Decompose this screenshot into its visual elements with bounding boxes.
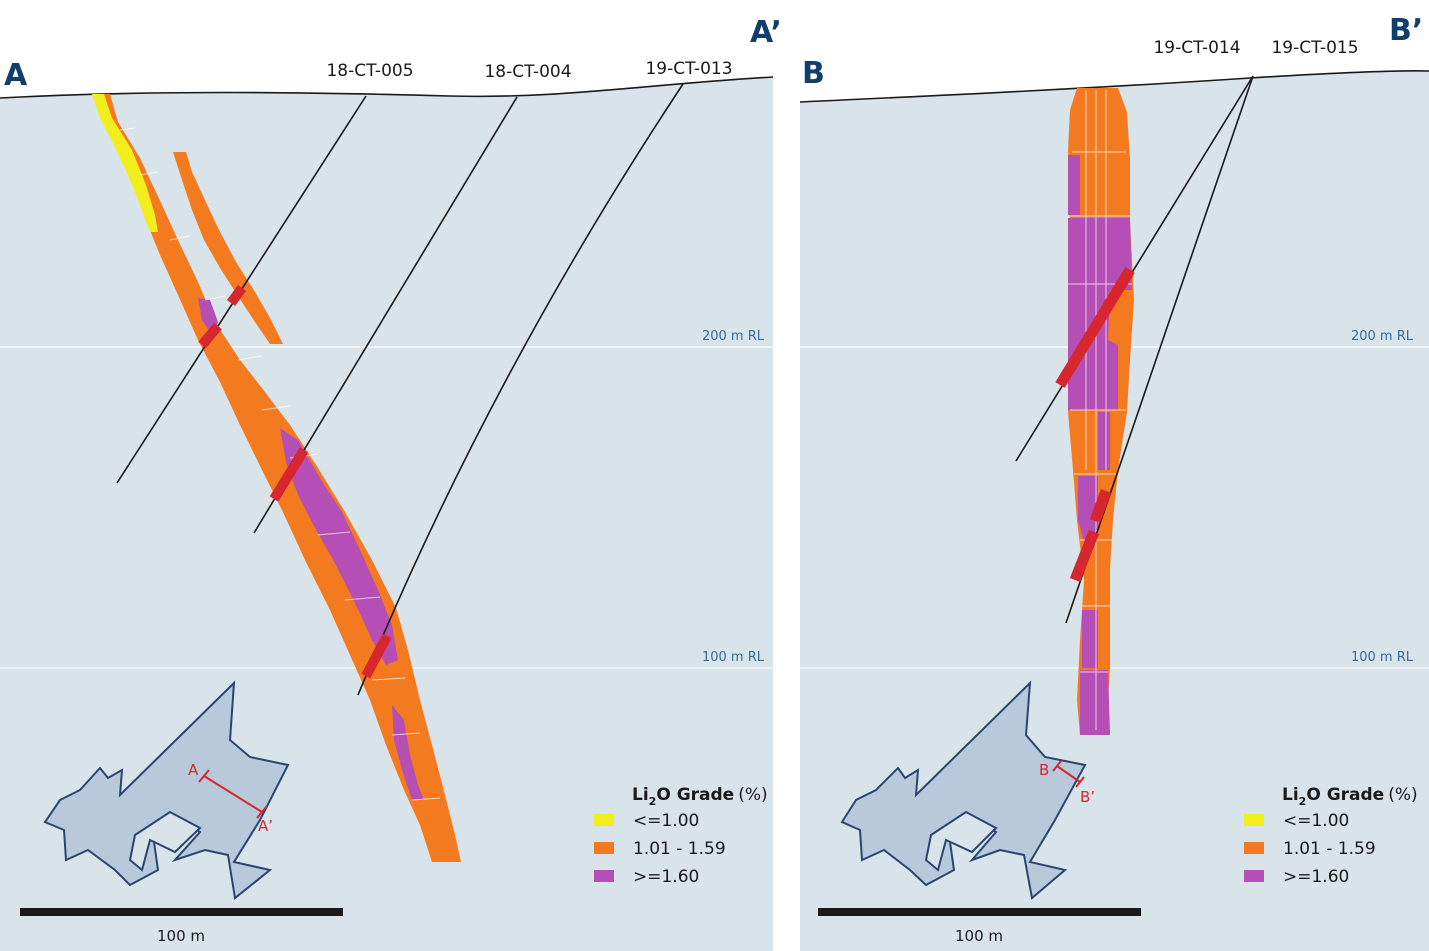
hole-label-18-ct-004: 18-CT-004 (484, 62, 571, 82)
legend-title-sub-b: 2 (1299, 795, 1307, 808)
high-grade-zone-2 (280, 428, 398, 665)
drill-traces-b (1015, 75, 1254, 624)
scale-label-a: 100 m (157, 927, 205, 945)
legend-swatch-magenta-a (594, 870, 614, 882)
scale-bar-b (818, 908, 1141, 916)
legend-a: Li2O Grade (%) <=1.00 1.01 - 1.59 >=1.60 (594, 785, 768, 887)
drill-trace-19-ct-013 (357, 83, 684, 696)
legend-title-prefix-b: Li (1282, 785, 1299, 805)
hole-label-19-ct-014: 19-CT-014 (1153, 38, 1240, 58)
intercept-005-upper (226, 285, 247, 306)
legend-title-unit-b: (%) (1388, 785, 1417, 805)
main-lens-yellow (92, 94, 158, 232)
legend-title-a: Li2O Grade (%) (632, 785, 768, 808)
column-high-grade-5 (1082, 610, 1098, 668)
section-b-panel: 200 m RL 100 m RL (799, 13, 1429, 951)
intercept-013 (361, 633, 392, 679)
inset-label-b-end: B’ (1080, 788, 1095, 806)
legend-item-low-a: <=1.00 (633, 811, 699, 831)
legend-title-prefix-a: Li (632, 785, 649, 805)
column-high-grade-6 (1080, 670, 1110, 735)
rl-100-label-b: 100 m RL (1351, 650, 1414, 665)
inset-section-tick-b-start (1052, 760, 1062, 772)
section-start-label-b: B (802, 56, 825, 91)
column-high-grade-3 (1098, 412, 1110, 470)
ground-section-b (800, 70, 1429, 951)
drill-trace-19-ct-015 (1065, 75, 1254, 624)
scale-bar-a (20, 908, 343, 916)
upper-splay-lens (173, 152, 283, 344)
section-a-panel: 200 m RL 100 m RL (0, 15, 782, 951)
legend-title-unit-a: (%) (738, 785, 767, 805)
legend-title-suffix-a: O Grade (656, 785, 734, 805)
legend-b: Li2O Grade (%) <=1.00 1.01 - 1.59 >=1.60 (1244, 785, 1418, 887)
rl-100-label-a: 100 m RL (702, 650, 765, 665)
legend-title-b: Li2O Grade (%) (1282, 785, 1418, 808)
legend-item-high-b: >=1.60 (1283, 867, 1349, 887)
intercept-004 (269, 447, 309, 502)
intercepts-a (198, 285, 392, 679)
legend-item-low-b: <=1.00 (1283, 811, 1349, 831)
scale-label-b: 100 m (955, 927, 1003, 945)
intercepts-b (1055, 267, 1135, 583)
inset-map-a: A A’ (43, 680, 290, 900)
pit-inner-notch-b (924, 810, 998, 872)
column-high-grade-1 (1068, 155, 1080, 215)
hole-label-19-ct-015: 19-CT-015 (1271, 38, 1358, 58)
inset-section-tick-b-end (1075, 776, 1085, 788)
drill-trace-19-ct-014 (1015, 75, 1254, 462)
legend-swatch-magenta-b (1244, 870, 1264, 882)
high-grade-zone-3 (392, 705, 424, 800)
legend-item-high-a: >=1.60 (633, 867, 699, 887)
intercept-005-lower (198, 322, 222, 349)
intercept-015-upper (1089, 489, 1112, 523)
legend-item-mid-b: 1.01 - 1.59 (1283, 839, 1376, 859)
orebody-b (1068, 88, 1134, 735)
inset-section-tick-a-start (198, 769, 210, 783)
inset-section-line-b (1056, 765, 1081, 783)
inset-section-line-a (203, 775, 263, 813)
legend-swatch-orange-a (594, 842, 614, 854)
section-start-label-a: A (4, 58, 28, 93)
hole-label-18-ct-005: 18-CT-005 (326, 61, 413, 81)
legend-swatch-yellow-b (1244, 814, 1264, 826)
inset-label-b-start: B (1039, 761, 1049, 779)
inset-section-tick-a-end (256, 805, 268, 819)
pit-inner-notch-a (128, 810, 202, 872)
intercept-014 (1055, 267, 1135, 388)
pit-outline-b (840, 680, 1087, 900)
pit-outline-a (43, 680, 290, 900)
section-end-label-b: B’ (1389, 13, 1423, 48)
legend-swatch-yellow-a (594, 814, 614, 826)
inset-map-b: B B’ (840, 680, 1095, 900)
topography-line-b (799, 70, 1429, 103)
legend-title-sub-a: 2 (649, 795, 657, 808)
legend-item-mid-a: 1.01 - 1.59 (633, 839, 726, 859)
rl-200-label-a: 200 m RL (702, 329, 765, 344)
legend-swatch-orange-b (1244, 842, 1264, 854)
topography-line-a (0, 76, 774, 99)
rl-200-label-b: 200 m RL (1351, 329, 1414, 344)
legend-title-suffix-b: O Grade (1306, 785, 1384, 805)
column-high-grade-4 (1078, 476, 1098, 545)
hole-label-19-ct-013: 19-CT-013 (645, 59, 732, 79)
section-end-label-a: A’ (750, 15, 782, 50)
inset-label-a-start: A (188, 761, 199, 779)
inset-label-a-end: A’ (258, 817, 273, 835)
intercept-015-lower (1069, 529, 1100, 583)
